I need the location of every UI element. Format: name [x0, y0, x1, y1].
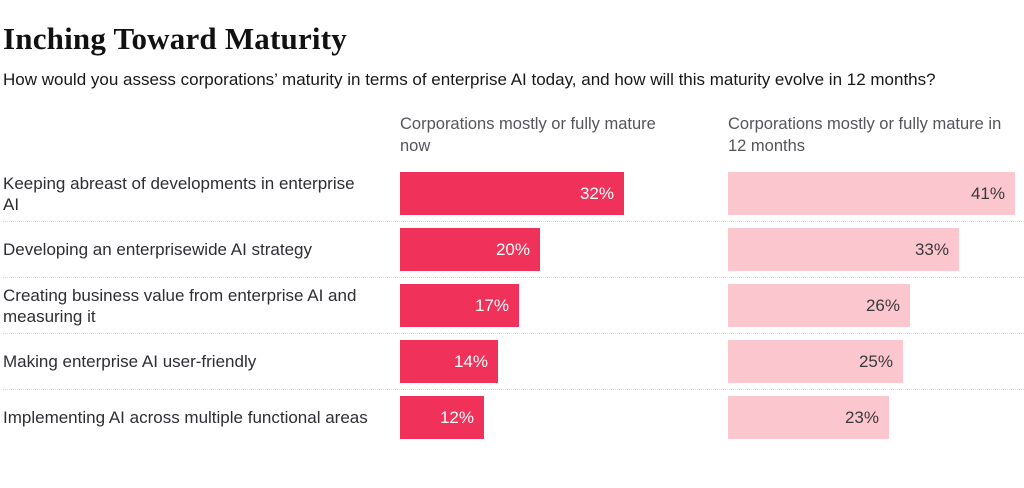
bar-value-label: 14%: [453, 351, 488, 371]
column-headers: Corporations mostly or fully mature now …: [3, 113, 1024, 158]
bar-cell: 12%: [400, 396, 728, 440]
table-row: Implementing AI across multiple function…: [3, 389, 1024, 445]
bar-cell: 33%: [728, 228, 1024, 272]
bar-cell: 41%: [728, 172, 1024, 216]
column-header-in-12-months: Corporations mostly or fully mature in 1…: [728, 114, 1002, 155]
bar-cell: 32%: [400, 172, 728, 216]
table-row: Creating business value from enterprise …: [3, 277, 1024, 333]
row-label: Developing an enterprisewide AI strategy: [3, 240, 313, 260]
chart-subtitle: How would you assess corporations’ matur…: [3, 70, 936, 90]
column-header-now: Corporations mostly or fully mature now: [400, 114, 656, 155]
bar-value-label: 41%: [970, 183, 1005, 203]
bar-value-label: 25%: [858, 351, 893, 371]
bar-value-label: 32%: [579, 183, 614, 203]
row-label: Creating business value from enterprise …: [3, 285, 357, 326]
bar-in-12-months: 33%: [728, 228, 959, 272]
bar-cell: 23%: [728, 396, 1024, 440]
bar-now: 17%: [400, 284, 519, 328]
bar-now: 20%: [400, 228, 540, 272]
bar-rows: Keeping abreast of developments in enter…: [3, 166, 1024, 445]
bar-value-label: 17%: [474, 295, 509, 315]
bar-in-12-months: 23%: [728, 396, 889, 440]
bar-value-label: 23%: [844, 407, 879, 427]
bar-cell: 14%: [400, 340, 728, 384]
bar-value-label: 20%: [495, 239, 530, 259]
row-label: Making enterprise AI user-friendly: [3, 352, 257, 372]
row-label: Keeping abreast of developments in enter…: [3, 173, 355, 214]
table-row: Developing an enterprisewide AI strategy…: [3, 221, 1024, 277]
bar-value-label: 26%: [865, 295, 900, 315]
bar-value-label: 12%: [439, 407, 474, 427]
bar-now: 14%: [400, 340, 498, 384]
chart-title: Inching Toward Maturity: [3, 21, 347, 56]
bar-cell: 17%: [400, 284, 728, 328]
bar-now: 12%: [400, 396, 484, 440]
bar-cell: 20%: [400, 228, 728, 272]
row-label: Implementing AI across multiple function…: [3, 408, 368, 428]
bar-cell: 25%: [728, 340, 1024, 384]
bar-in-12-months: 26%: [728, 284, 910, 328]
bar-value-label: 33%: [914, 239, 949, 259]
bar-cell: 26%: [728, 284, 1024, 328]
bar-in-12-months: 25%: [728, 340, 903, 384]
bar-now: 32%: [400, 172, 624, 216]
table-row: Keeping abreast of developments in enter…: [3, 166, 1024, 221]
bar-in-12-months: 41%: [728, 172, 1015, 216]
table-row: Making enterprise AI user-friendly 14% 25%: [3, 333, 1024, 389]
